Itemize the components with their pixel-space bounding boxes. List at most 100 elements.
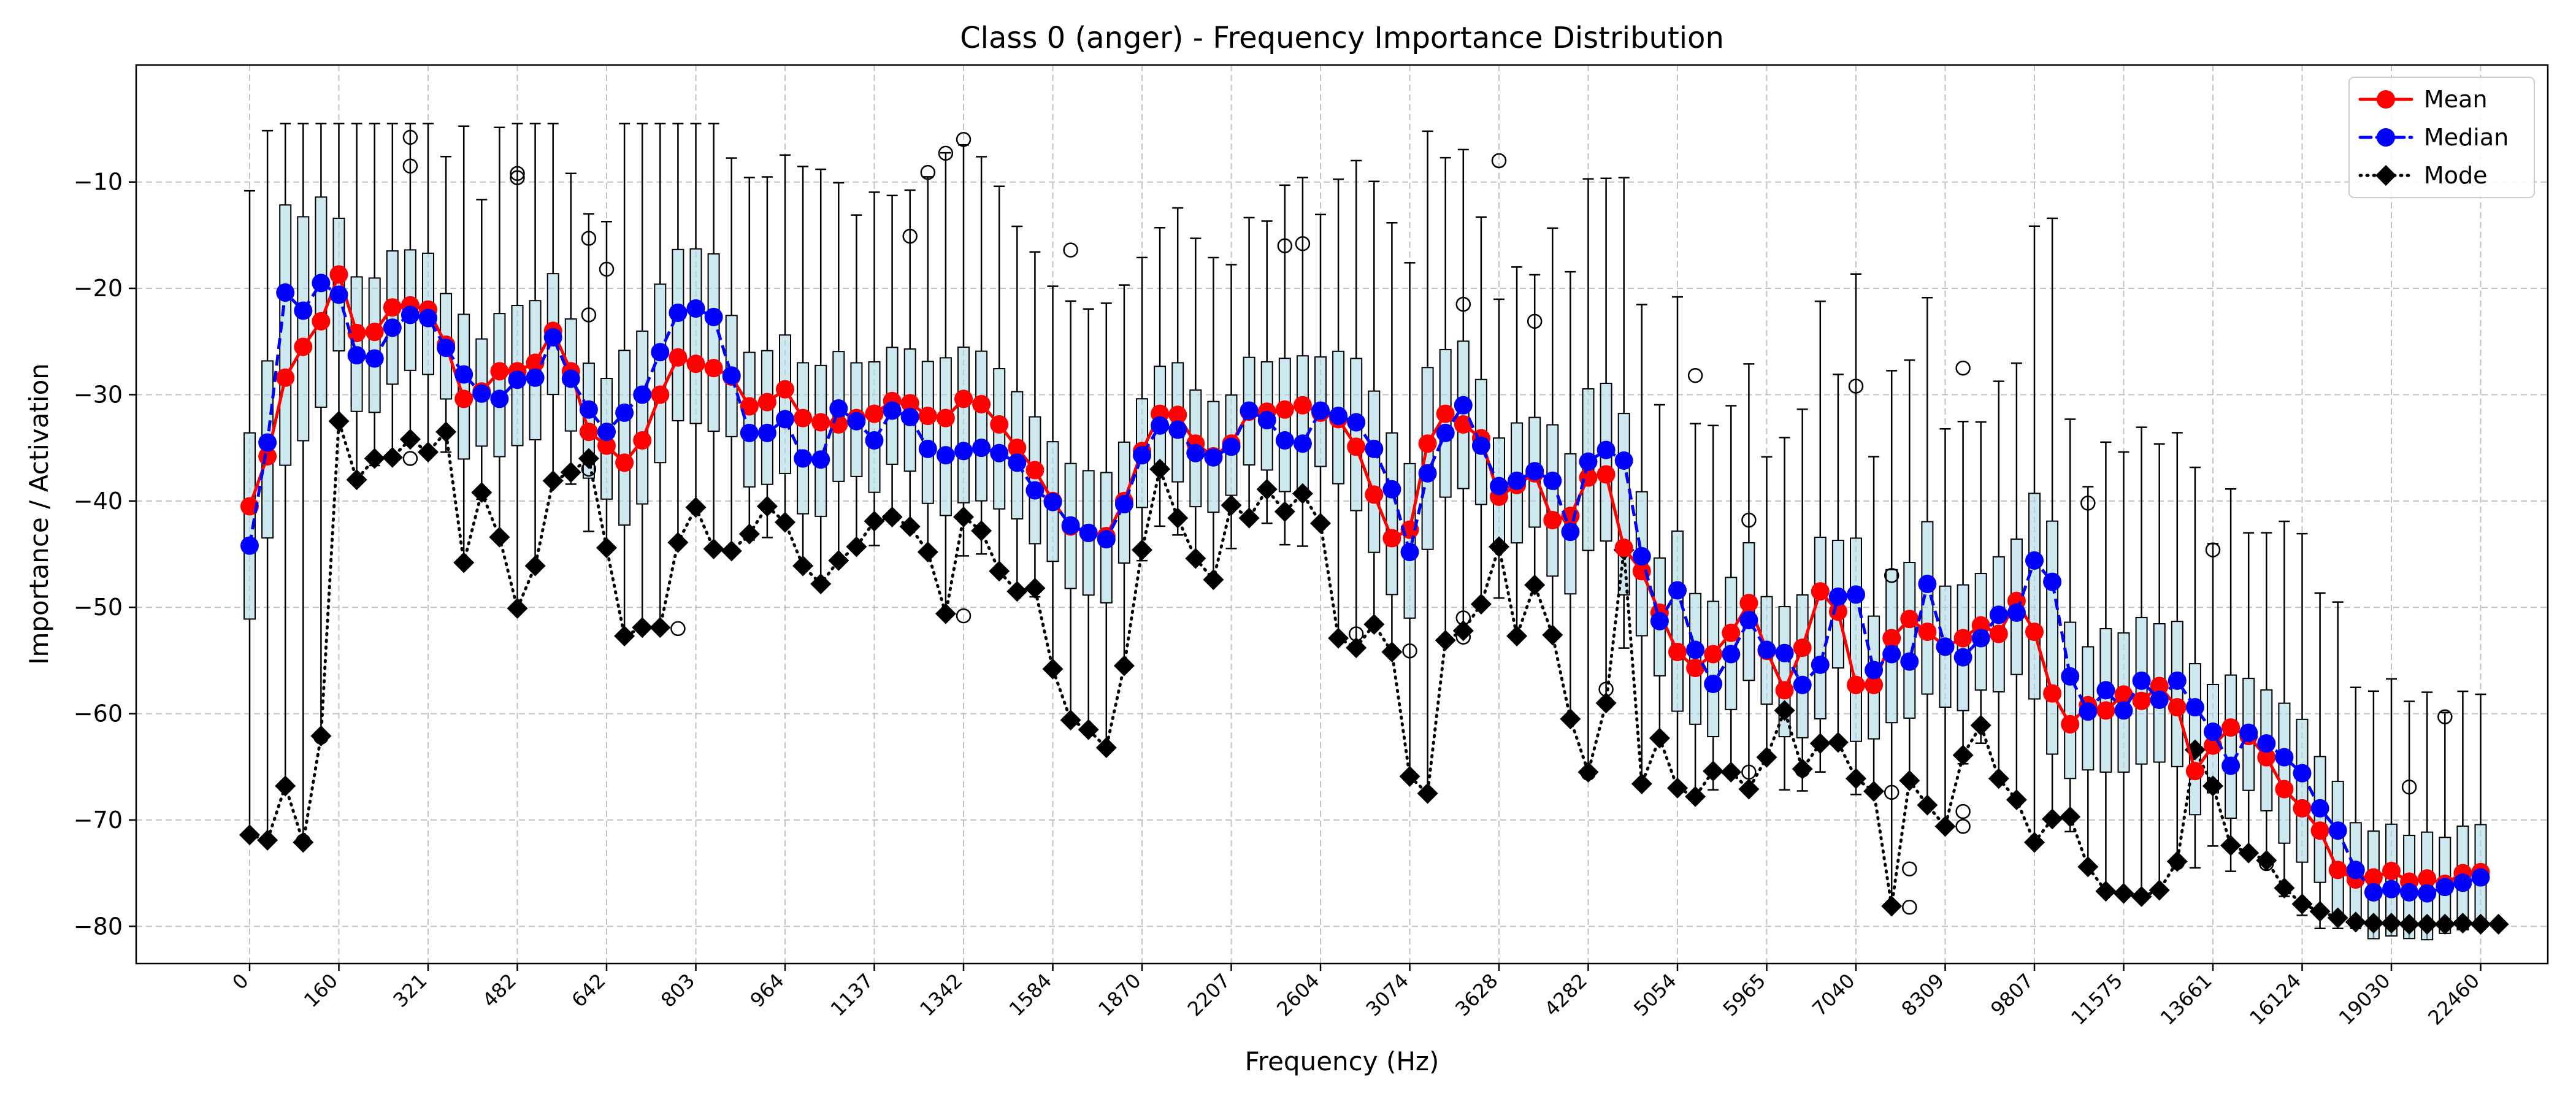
mode-marker [1970, 715, 1991, 736]
mode-marker [632, 617, 653, 638]
outlier-point [2205, 542, 2221, 558]
box-body [2296, 718, 2309, 863]
box-plot [939, 151, 952, 615]
y-axis-label: Importance / Activation [24, 363, 54, 665]
mode-marker [917, 542, 938, 563]
box-plot [2188, 466, 2201, 869]
box-plot [886, 194, 899, 518]
median-marker [347, 346, 366, 365]
median-marker [1008, 453, 1027, 472]
outlier-point [510, 170, 525, 186]
legend-label: Mean [2424, 86, 2488, 113]
box-plot [600, 220, 613, 553]
mean-marker [651, 385, 670, 404]
mean-marker [757, 393, 776, 412]
mean-marker [2150, 677, 2169, 696]
median-marker [2150, 691, 2169, 710]
mode-marker [2202, 775, 2223, 797]
box-plot [618, 123, 631, 637]
median-marker [1597, 440, 1616, 459]
mode-marker [1560, 708, 1581, 730]
mean-marker [776, 380, 794, 399]
box-plot [1260, 220, 1273, 524]
box-plot [868, 191, 881, 546]
mean-marker [329, 265, 348, 284]
box-body [332, 217, 345, 352]
box-plot [1921, 296, 1934, 806]
box-plot [1189, 237, 1202, 561]
box-plot [815, 168, 827, 585]
median-marker [383, 318, 402, 337]
mode-marker [1506, 626, 1528, 647]
box-plot [1707, 424, 1720, 791]
median-marker [900, 407, 919, 426]
mean-marker [1418, 434, 1437, 453]
box-plot [582, 213, 595, 532]
box-plot [2367, 690, 2380, 940]
x-tick-label: 22460 [2423, 969, 2484, 1030]
median-marker [1561, 523, 1580, 542]
mean-marker [2257, 748, 2276, 767]
box-plot [1474, 216, 1487, 605]
median-marker [1722, 645, 1741, 664]
mode-marker [346, 469, 367, 491]
mean-marker [1168, 405, 1187, 424]
mode-marker [935, 603, 956, 624]
box-plot [689, 123, 702, 508]
legend-marker [2377, 90, 2395, 109]
mean-marker [294, 337, 313, 356]
outlier-point [402, 158, 418, 174]
median-marker [1811, 655, 1830, 674]
box-plot [2421, 691, 2434, 941]
box-body [921, 361, 934, 504]
x-axis-ticks: 0 160 321 482 642 803 964 1137 1342 1584 1870 2207 2… [228, 964, 2484, 1030]
median-marker [1971, 629, 1990, 648]
box-body [493, 313, 506, 458]
median-marker [1293, 434, 1312, 453]
box-plot [1974, 421, 1987, 745]
mode-marker [1256, 478, 1278, 500]
box-plot [779, 154, 791, 527]
box-plot [2296, 532, 2309, 916]
x-tick-label: 0 [228, 969, 253, 994]
median-marker [1632, 546, 1651, 565]
mode-marker [471, 481, 493, 503]
box-body [797, 362, 810, 515]
mean-marker [936, 408, 955, 427]
median-marker [794, 449, 813, 468]
mode-marker [846, 536, 867, 558]
median-marker [704, 307, 723, 326]
median-marker [1151, 416, 1170, 435]
mean-marker [633, 431, 652, 450]
median-marker [401, 305, 420, 324]
mean-marker [1347, 437, 1366, 456]
mode-marker [2274, 877, 2295, 899]
series-lines [239, 265, 2509, 935]
box-plot [1243, 217, 1255, 519]
mode-marker [738, 523, 760, 545]
mean-marker [1614, 539, 1633, 558]
mode-marker [1095, 737, 1117, 759]
box-body [279, 204, 292, 466]
box-plot [1850, 273, 1862, 795]
box-body [707, 253, 720, 432]
y-tick-label: −20 [74, 275, 123, 302]
median-marker [2204, 723, 2222, 742]
mode-marker [1952, 745, 1974, 766]
mean-marker [2168, 698, 2187, 717]
box-body [1546, 424, 1559, 577]
box-plot [2171, 432, 2183, 862]
median-marker [1097, 530, 1116, 549]
outlier-point [670, 621, 686, 637]
median-marker [2007, 603, 2026, 622]
box-plot [2260, 532, 2273, 865]
mode-marker [2166, 851, 2188, 872]
median-marker [490, 389, 509, 408]
mode-marker [2399, 913, 2420, 935]
mean-marker [2043, 684, 2062, 703]
box-plot [903, 189, 916, 527]
mode-marker [1846, 768, 1866, 789]
mode-marker [1774, 700, 1795, 721]
median-marker [472, 384, 491, 403]
